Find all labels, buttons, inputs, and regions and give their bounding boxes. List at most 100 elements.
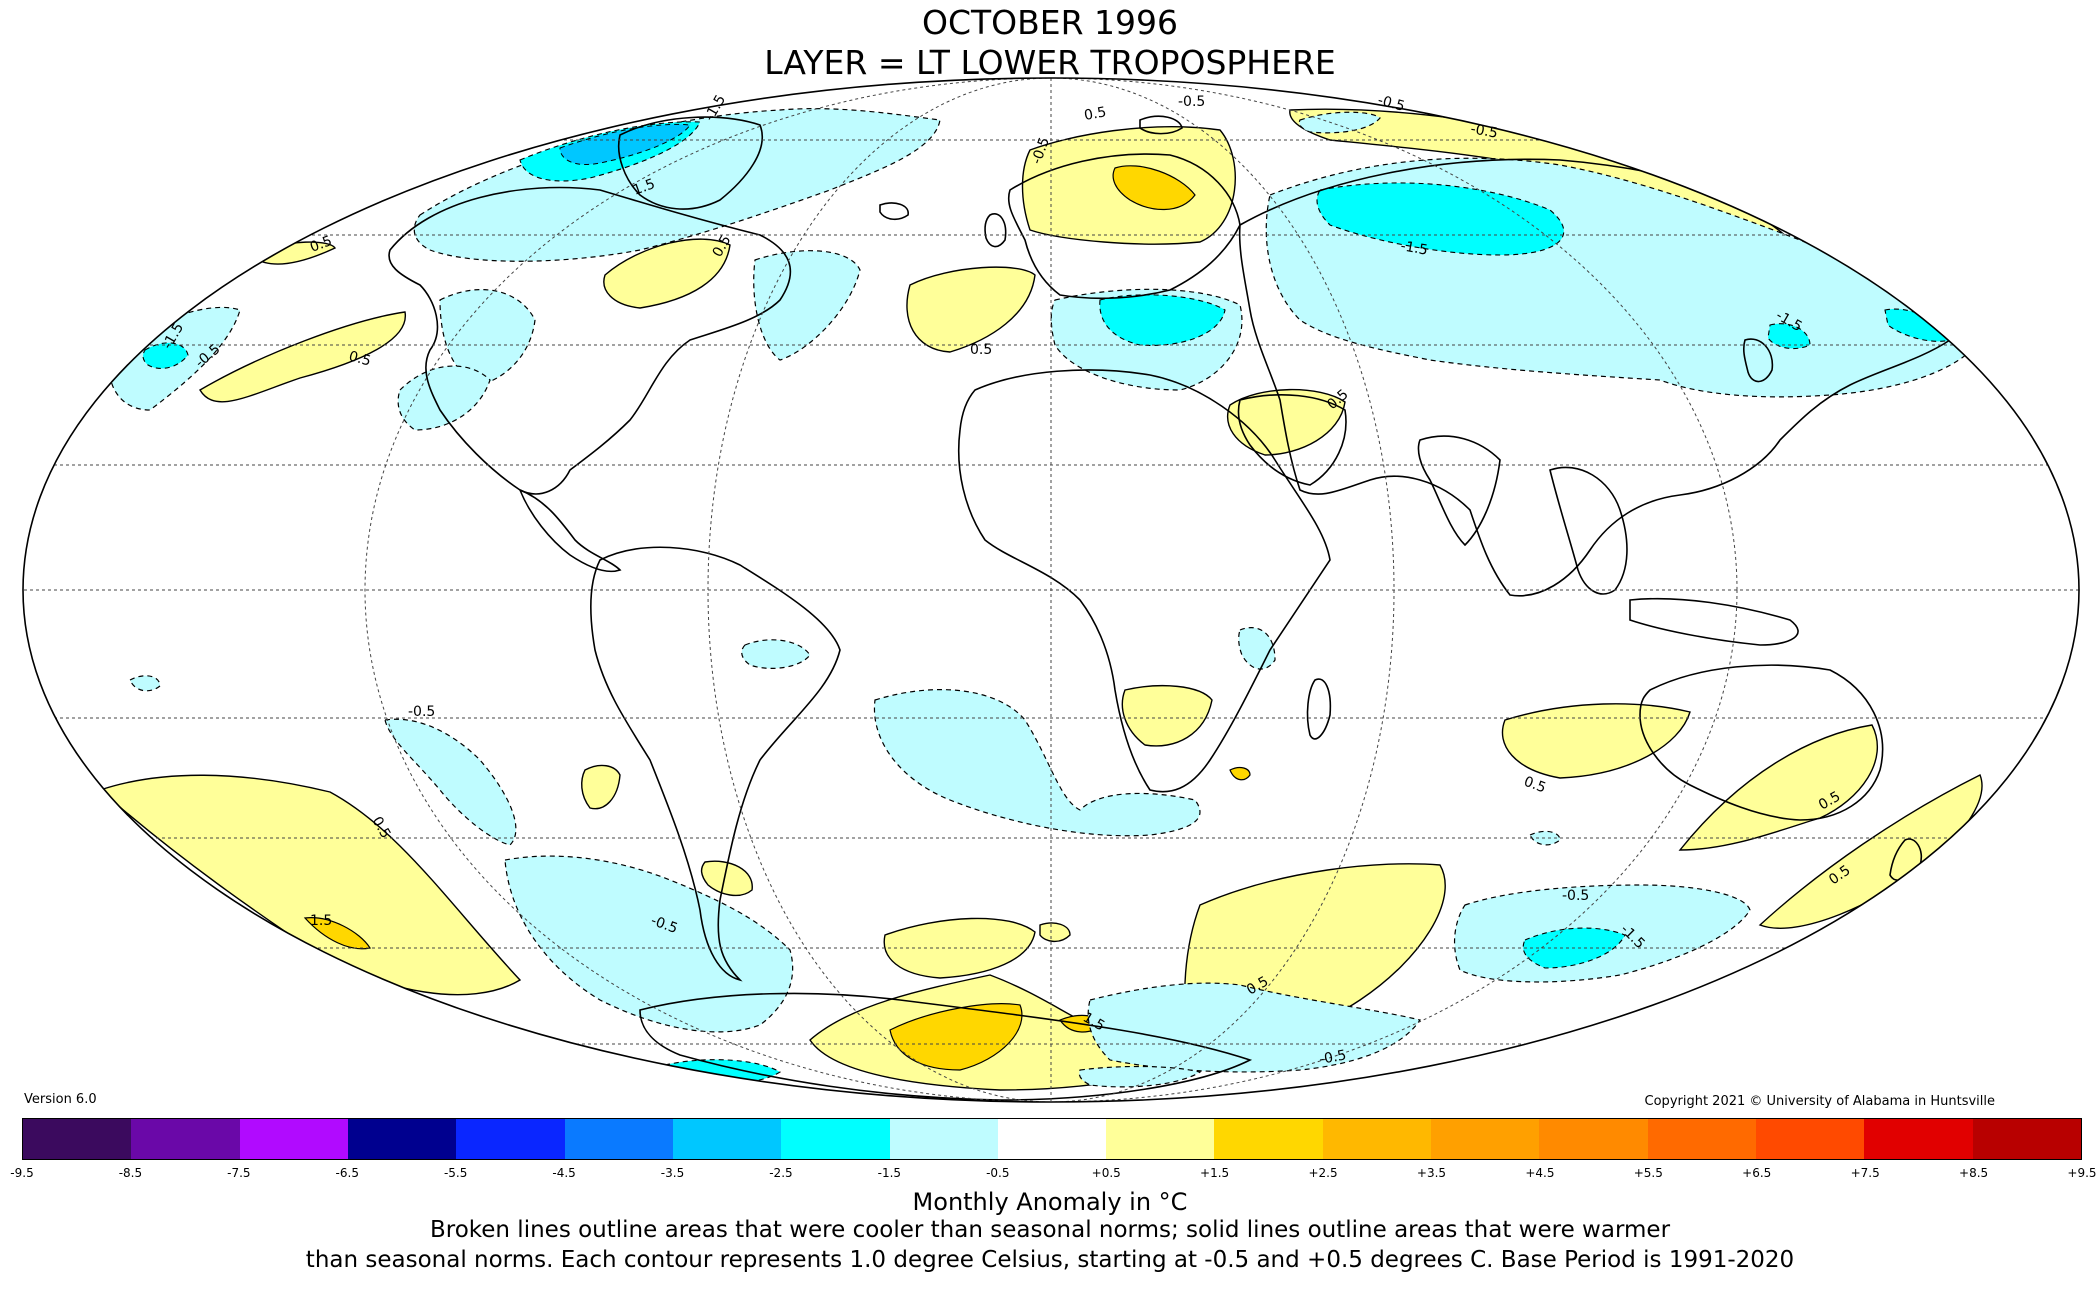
contour-label: 0.5 — [1083, 104, 1108, 124]
colorbar-swatch — [564, 1119, 673, 1159]
colorbar-swatch — [1322, 1119, 1432, 1159]
landmass-madagascar — [1306, 678, 1332, 740]
warm-region-south-atlantic — [581, 764, 621, 810]
colorbar-swatch — [1539, 1119, 1648, 1159]
warm-core-south-pacific — [303, 917, 371, 950]
globe-border — [22, 77, 2080, 1103]
colorbar-tick-label: +9.5 — [2067, 1166, 2097, 1180]
colorbar-tick-label: +7.5 — [1850, 1166, 1880, 1180]
cold-core-baltic — [1099, 294, 1226, 346]
contour-label: 0.5 — [970, 342, 992, 358]
landmass-central-america — [518, 488, 622, 573]
colorbar-tick-label: +3.5 — [1416, 1166, 1447, 1180]
landmass-greenland — [617, 116, 763, 210]
colorbar-tick-label: -6.5 — [335, 1166, 359, 1180]
landmass-australia — [1639, 664, 1884, 821]
contour-label: -0.5 — [1469, 121, 1499, 142]
warm-region-australia-west — [1501, 703, 1691, 779]
page-title: OCTOBER 1996 — [921, 3, 1179, 42]
warm-region-north-pacific — [199, 311, 406, 403]
warm-region-atlantic — [906, 266, 1036, 353]
colorbar-tick-label: +4.5 — [1525, 1166, 1555, 1180]
page-subtitle: LAYER = LT LOWER TROPOSPHERE — [764, 43, 1336, 82]
colorbar-tick-label: +0.5 — [1091, 1166, 1121, 1180]
version-label: Version 6.0 — [24, 1092, 97, 1107]
copyright-label: Copyright 2021 © University of Alabama i… — [1644, 1094, 1995, 1109]
colorbar-swatch — [672, 1119, 782, 1159]
caption-line-2: than seasonal norms. Each contour repres… — [305, 1247, 1795, 1273]
colorbar-tick-label: -8.5 — [118, 1166, 143, 1180]
colorbar-swatch — [239, 1119, 348, 1159]
cool-region-siberia-north — [1298, 111, 1381, 134]
colorbar-swatch — [1214, 1119, 1323, 1159]
colorbar-swatch — [456, 1119, 565, 1159]
warm-core-antarctica — [889, 1003, 1023, 1071]
cool-region-east-pacific — [384, 718, 517, 846]
colorbar-tick-label: +1.5 — [1200, 1166, 1230, 1180]
landmass-iceland — [879, 202, 909, 221]
colorbar-swatch — [889, 1119, 998, 1159]
colorbar-swatch — [347, 1119, 457, 1159]
contour-label: 1.5 — [631, 176, 657, 199]
colorbar-tick-label: -3.5 — [660, 1166, 685, 1180]
cool-region-southern-ocean-east — [1087, 982, 1421, 1073]
colorbar-swatch — [1972, 1119, 2081, 1159]
colorbar-tick-label: +8.5 — [1959, 1166, 1989, 1180]
landmass-india — [1417, 435, 1501, 547]
cool-region-north-america-east — [439, 289, 536, 386]
colorbar-tick-label: -4.5 — [552, 1166, 576, 1180]
cool-region-south-atlantic — [873, 689, 1201, 837]
landmass-north-america — [388, 186, 792, 495]
contour-label: 0.5 — [1522, 774, 1548, 797]
cold-core-siberia — [1316, 182, 1565, 256]
contour-label: -0.5 — [1318, 1047, 1348, 1068]
contour-label: -1.5 — [1399, 238, 1429, 259]
colorbar-swatch — [1756, 1119, 1865, 1159]
colorbar-tick-label: -1.5 — [877, 1166, 902, 1180]
colorbar-swatch — [23, 1119, 132, 1159]
cold-core-japan — [1767, 323, 1811, 350]
colorbar-ticks: -9.5 -8.5 -7.5 -6.5 -5.5 -4.5 -3.5 -2.5 -1.5 -0.5… — [0, 1166, 2100, 1184]
colorbar-tick-label: -9.5 — [10, 1166, 34, 1180]
colorbar-swatch — [1431, 1119, 1540, 1159]
landmass-antarctica — [639, 992, 1253, 1101]
landmass-africa — [957, 369, 1331, 793]
cool-region-far-west-pacific — [129, 675, 161, 692]
landmass-europe — [1007, 153, 1241, 300]
warm-region-greenland-sea — [603, 238, 731, 309]
warm-region-south-pacific — [98, 774, 522, 996]
contour-label: -0.5 — [1562, 888, 1589, 904]
warm-region-south-africa — [1121, 685, 1213, 747]
contour-label: -0.5 — [408, 704, 435, 720]
warm-region-chile — [700, 860, 753, 897]
colorbar-swatch — [997, 1119, 1107, 1159]
cool-region-south-america-brazil — [741, 639, 811, 670]
landmass-arabia — [1237, 394, 1347, 486]
colorbar-tick-label: +2.5 — [1308, 1166, 1338, 1180]
cold-core-north-pacific — [142, 342, 189, 369]
colorbar-tick-label: -7.5 — [227, 1166, 251, 1180]
colorbar-tick-label: -2.5 — [769, 1166, 793, 1180]
colorbar-swatch — [1864, 1119, 1973, 1159]
contour-label: -0.5 — [1178, 94, 1205, 110]
cold-core-greenland-strong — [559, 123, 691, 165]
colorbar-tick-label: -5.5 — [443, 1166, 468, 1180]
colorbar-swatch — [1106, 1119, 1215, 1159]
colorbar-swatch — [781, 1119, 890, 1159]
colorbar-tick-label: -0.5 — [986, 1166, 1010, 1180]
warm-region-arabia — [1227, 388, 1346, 456]
warm-region-small-atlantic — [1039, 922, 1071, 943]
warm-region-australia-south — [1678, 724, 1878, 851]
colorbar-tick-label: +5.5 — [1633, 1166, 1663, 1180]
landmass-uk — [984, 213, 1007, 248]
landmass-indonesia — [1629, 597, 1799, 646]
warm-core-south-africa — [1229, 766, 1251, 781]
contour-label: 1.5 — [310, 913, 332, 929]
colorbar-swatch — [1647, 1119, 1756, 1159]
contour-label: 0.5 — [347, 348, 373, 369]
cool-region-southern-ocean-pacific — [504, 855, 794, 1033]
caption-line-1: Broken lines outline areas that were coo… — [429, 1217, 1671, 1243]
warm-region-south-pacific-east — [883, 917, 1036, 979]
contour-label: 0.5 — [308, 233, 334, 256]
cool-region-canada-arctic — [413, 108, 941, 262]
